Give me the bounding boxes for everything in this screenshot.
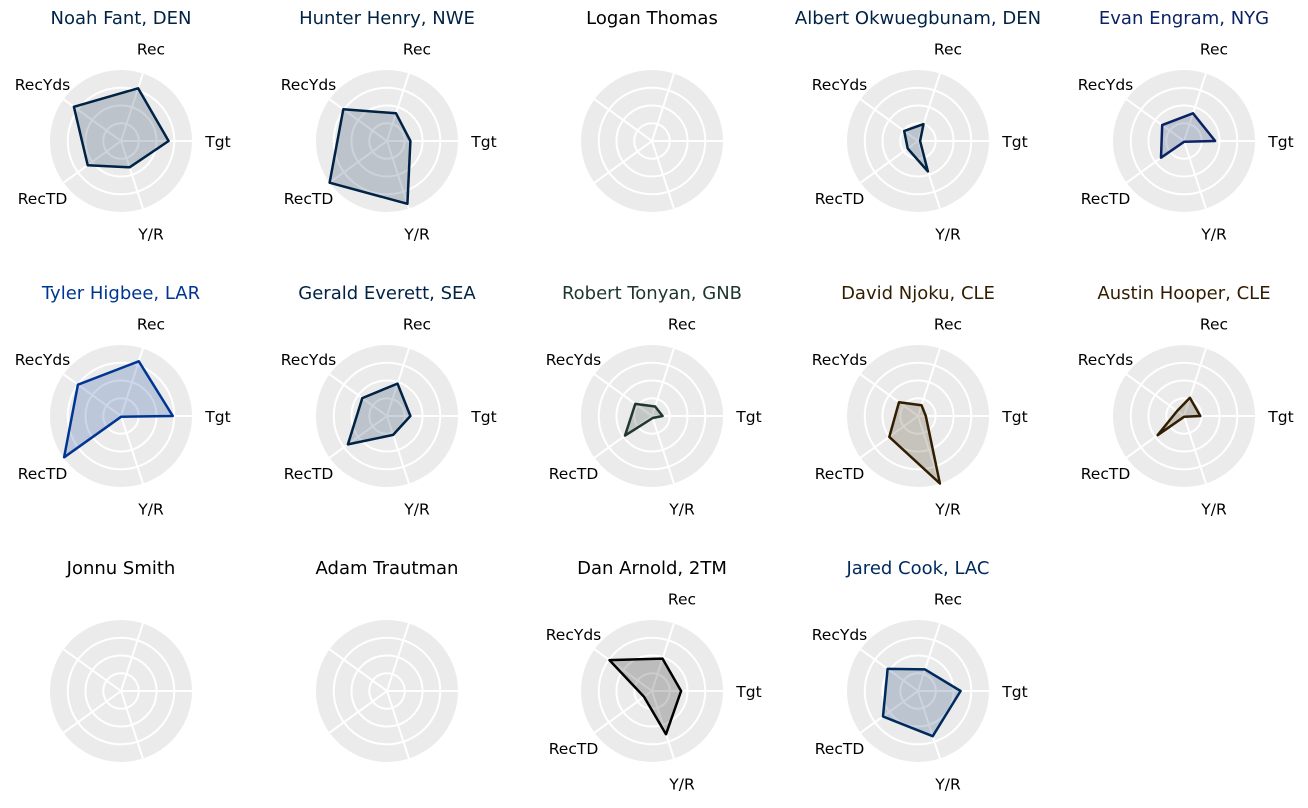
radar-axis-label: Rec: [668, 316, 696, 334]
chart-title: Logan Thomas: [586, 8, 718, 29]
chart-title: David Njoku, CLE: [841, 283, 995, 304]
radar-axis-label: Y/R: [934, 775, 961, 793]
radar-axis-label: Y/R: [668, 775, 695, 793]
radar-axis-label: Y/R: [137, 225, 164, 243]
radar-axis-label: RecTD: [1081, 465, 1131, 483]
radar-axis-label: RecYds: [546, 626, 602, 644]
radar-axis-label: Rec: [403, 41, 431, 59]
radar-axis-label: RecTD: [549, 465, 599, 483]
radar-axis-label: Y/R: [934, 500, 961, 518]
radar-axis-label: RecTD: [284, 190, 334, 208]
radar-axis-label: RecTD: [815, 465, 865, 483]
radar-chart: Tgt Rec RecYds RecTD Y/R Dan Arnold, 2TM: [546, 558, 762, 793]
radar-axis-label: Rec: [668, 591, 696, 609]
radar-axis-label: Rec: [403, 316, 431, 334]
radar-axis-label: RecYds: [15, 76, 71, 94]
chart-title: Adam Trautman: [316, 558, 459, 579]
radar-axis-label: RecTD: [18, 465, 68, 483]
radar-axis-label: RecYds: [281, 351, 337, 369]
radar-axis-label: RecYds: [281, 76, 337, 94]
radar-axis-label: RecYds: [1078, 351, 1134, 369]
radar-axis-label: Tgt: [1267, 408, 1293, 426]
chart-title: Tyler Higbee, LAR: [41, 283, 200, 304]
radar-axis-label: Tgt: [735, 408, 761, 426]
chart-title: Noah Fant, DEN: [51, 8, 192, 29]
chart-title: Jonnu Smith: [66, 558, 176, 579]
radar-chart: Tgt Rec RecYds RecTD Y/R Evan Engram, NYG: [1078, 8, 1294, 243]
radar-axis-label: Y/R: [1200, 225, 1227, 243]
radar-chart: Tgt Rec RecYds RecTD Y/R Robert Tonyan, GNB: [546, 283, 762, 518]
radar-chart: Tgt Rec RecYds RecTD Y/R Noah Fant, DEN: [15, 8, 231, 243]
radar-chart: Tgt Rec RecYds RecTD Y/R Tyler Higbee, LAR: [15, 283, 231, 518]
radar-axis-label: Rec: [934, 41, 962, 59]
radar-axis-label: RecTD: [18, 190, 68, 208]
radar-axis-label: RecTD: [815, 740, 865, 758]
chart-title: Albert Okwuegbunam, DEN: [795, 8, 1041, 29]
radar-axis-label: Tgt: [1001, 133, 1027, 151]
radar-chart: Tgt Rec RecYds RecTD Y/R Albert Okwuegbunam, …: [795, 8, 1041, 243]
radar-chart: Adam Trautman: [316, 558, 459, 762]
radar-chart: Jonnu Smith: [50, 558, 192, 762]
chart-title: Evan Engram, NYG: [1099, 8, 1269, 29]
chart-title: Austin Hooper, CLE: [1097, 283, 1270, 304]
radar-chart: Tgt Rec RecYds RecTD Y/R David Njoku, CLE: [812, 283, 1028, 518]
radar-axis-label: Tgt: [470, 133, 496, 151]
radar-axis-label: Tgt: [204, 408, 230, 426]
radar-chart: Logan Thomas: [581, 8, 723, 212]
radar-axis-label: Rec: [934, 591, 962, 609]
radar-axis-label: Rec: [1200, 316, 1228, 334]
radar-axis-label: RecTD: [1081, 190, 1131, 208]
chart-title: Jared Cook, LAC: [845, 558, 989, 579]
radar-axis-label: RecYds: [812, 76, 868, 94]
chart-title: Gerald Everett, SEA: [298, 283, 476, 304]
chart-title: Dan Arnold, 2TM: [577, 558, 727, 579]
chart-title: Robert Tonyan, GNB: [562, 283, 742, 304]
radar-axis-label: RecTD: [284, 465, 334, 483]
radar-axis-label: Rec: [137, 41, 165, 59]
radar-axis-label: RecYds: [15, 351, 71, 369]
radar-axis-label: Y/R: [403, 500, 430, 518]
radar-chart: Tgt Rec RecYds RecTD Y/R Austin Hooper, CLE: [1078, 283, 1294, 518]
radar-axis-label: Tgt: [204, 133, 230, 151]
radar-axis-label: Y/R: [403, 225, 430, 243]
radar-axis-label: RecYds: [546, 351, 602, 369]
radar-chart: Tgt Rec RecYds RecTD Y/R Hunter Henry, NWE: [281, 8, 497, 243]
radar-axis-label: RecYds: [812, 626, 868, 644]
radar-axis-label: Rec: [1200, 41, 1228, 59]
radar-axis-label: Tgt: [1267, 133, 1293, 151]
radar-axis-label: Tgt: [735, 683, 761, 701]
radar-chart: Tgt Rec RecYds RecTD Y/R Gerald Everett, SEA: [281, 283, 497, 518]
radar-axis-label: Y/R: [137, 500, 164, 518]
radar-axis-label: RecTD: [549, 740, 599, 758]
radar-axis-label: Y/R: [668, 500, 695, 518]
radar-axis-label: Y/R: [934, 225, 961, 243]
radar-axis-label: Tgt: [1001, 683, 1027, 701]
radar-chart: Tgt Rec RecYds RecTD Y/R Jared Cook, LAC: [812, 558, 1028, 793]
radar-axis-label: Y/R: [1200, 500, 1227, 518]
radar-axis-label: Rec: [137, 316, 165, 334]
radar-axis-label: RecYds: [1078, 76, 1134, 94]
chart-title: Hunter Henry, NWE: [299, 8, 475, 29]
radar-axis-label: RecTD: [815, 190, 865, 208]
radar-axis-label: Tgt: [470, 408, 496, 426]
radar-axis-label: Rec: [934, 316, 962, 334]
radar-axis-label: Tgt: [1001, 408, 1027, 426]
radar-axis-label: RecYds: [812, 351, 868, 369]
